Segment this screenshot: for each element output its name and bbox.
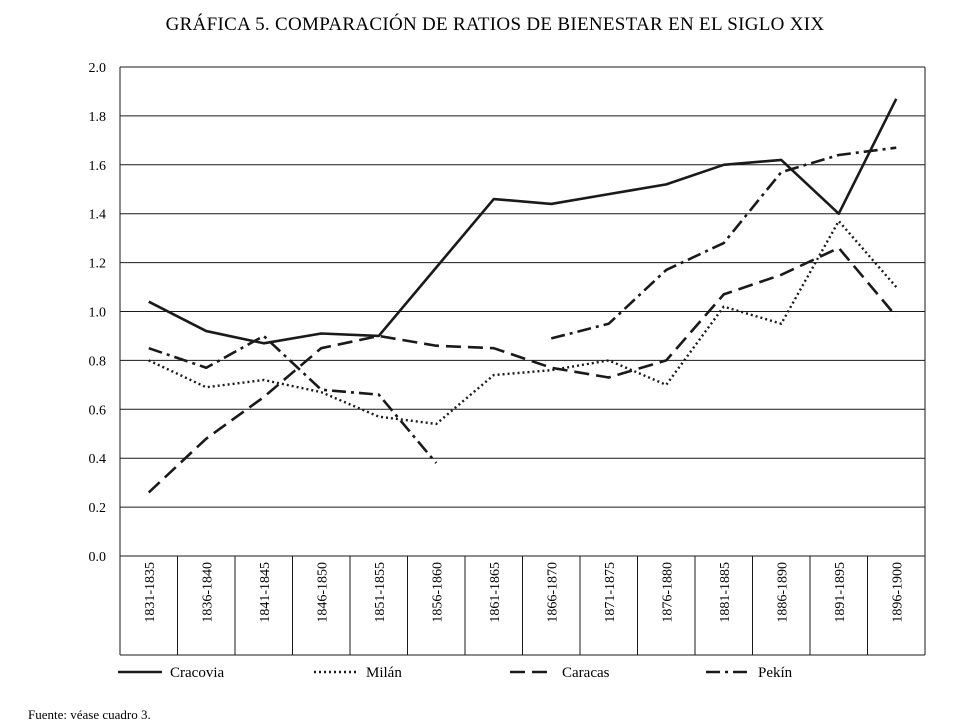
x-tick-label: 1896-1900 [890, 562, 905, 623]
y-tick-label: 0.6 [89, 403, 107, 418]
x-tick-label: 1866-1870 [545, 562, 560, 623]
series-lines [147, 98, 898, 494]
y-tick-label: 0.2 [89, 501, 107, 516]
x-tick-label: 1851-1855 [373, 562, 388, 623]
y-tick-label: 1.0 [89, 306, 107, 321]
y-tick-label: 2.0 [89, 61, 107, 76]
y-tick-label: 1.6 [89, 159, 107, 174]
x-tick-label: 1846-1850 [315, 562, 330, 623]
legend-label: Pekín [758, 665, 793, 681]
y-tick-label: 1.8 [89, 110, 107, 125]
legend: Cracovia Milán Caracas Pekín [118, 665, 793, 681]
y-tick-label: 1.4 [89, 208, 107, 223]
series-line-0 [148, 98, 898, 345]
legend-label: Caracas [562, 665, 610, 681]
y-axis-ticks: 0.0 0.2 0.4 0.6 0.8 1.0 1.2 1.4 1.6 1.8 2.0 [89, 61, 107, 565]
y-tick-label: 0.4 [89, 452, 107, 467]
x-tick-label: 1856-1860 [430, 562, 445, 623]
series-line-3 [550, 146, 897, 340]
source-note: Fuente: véase cuadro 3. [28, 707, 151, 722]
y-tick-label: 0.0 [89, 550, 107, 565]
chart-title: GRÁFICA 5. COMPARACIÓN DE RATIOS DE BIEN… [166, 13, 825, 35]
series-line-3 [148, 334, 438, 464]
x-tick-label: 1891-1895 [833, 562, 848, 623]
x-tick-label: 1841-1845 [258, 562, 273, 623]
x-tick-label: 1836-1840 [200, 562, 215, 623]
x-tick-label: 1861-1865 [488, 562, 503, 623]
legend-label: Cracovia [170, 665, 224, 681]
x-tick-label: 1881-1885 [718, 562, 733, 623]
y-tick-label: 0.8 [89, 354, 107, 369]
series-line-1 [148, 219, 898, 426]
legend-label: Milán [366, 665, 402, 681]
x-tick-label: 1886-1890 [775, 562, 790, 623]
y-tick-label: 1.2 [89, 257, 107, 272]
x-axis-ticks: 1831-1835 1836-1840 1841-1845 1846-1850 1851… [143, 556, 905, 655]
x-tick-label: 1871-1875 [603, 562, 618, 623]
x-tick-label: 1876-1880 [660, 562, 675, 623]
series-line-2 [147, 246, 898, 494]
x-tick-label: 1831-1835 [143, 562, 158, 623]
